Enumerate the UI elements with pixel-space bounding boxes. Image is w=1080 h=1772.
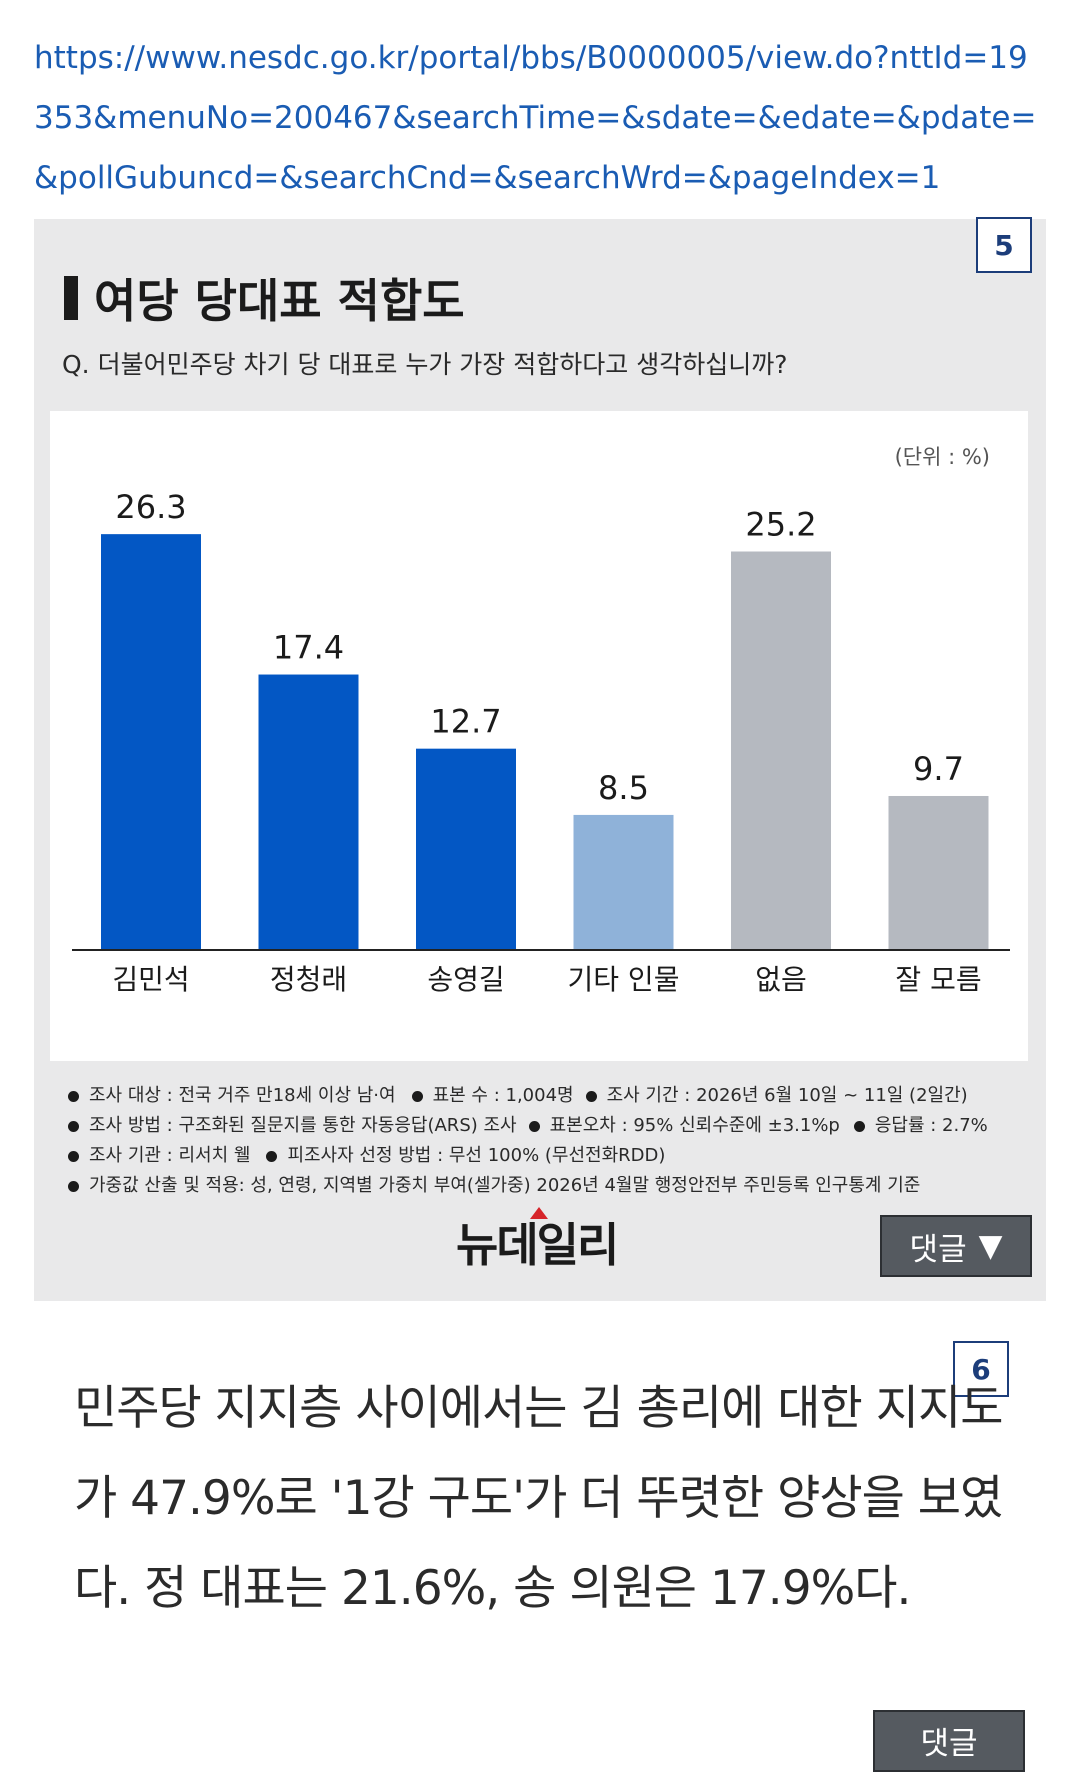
survey-footnotes: 조사 대상 : 전국 거주 만18세 이상 남·여 표본 수 : 1,004명 …	[68, 1081, 1028, 1201]
data-label-5: 9.7	[913, 750, 964, 788]
survey-question: Q. 더불어민주당 차기 당 대표로 누가 가장 적합하다고 생각하십니까?	[62, 350, 788, 379]
bullet-icon	[585, 1090, 597, 1102]
title-bar-mark	[64, 276, 78, 320]
data-label-2: 12.7	[430, 703, 501, 741]
bullet-icon	[266, 1150, 278, 1162]
triangle-down-icon: ▼	[978, 1228, 1003, 1264]
logo-red-mark	[530, 1207, 548, 1219]
bar-3	[573, 814, 674, 949]
bullet-icon	[68, 1090, 79, 1102]
bar-2	[416, 748, 516, 949]
image-number-badge-2: 6	[953, 1341, 1009, 1397]
chart-title-text: 여당 당대표 적합도	[94, 274, 465, 328]
footnote-line-2: 조사 방법 : 구조화된 질문지를 통한 자동응답(ARS) 조사 표본오차 :…	[68, 1111, 1028, 1141]
bullet-icon	[68, 1150, 79, 1162]
category-label-1: 정청래	[270, 963, 347, 996]
data-label-4: 25.2	[745, 505, 816, 543]
bar-0	[101, 534, 201, 949]
bar-5	[888, 795, 989, 949]
data-label-0: 26.3	[115, 488, 186, 526]
category-label-2: 송영길	[427, 963, 504, 996]
newdaily-logo: 뉴데일리	[456, 1207, 619, 1275]
footnote-line-1: 조사 대상 : 전국 거주 만18세 이상 남·여 표본 수 : 1,004명 …	[68, 1081, 1028, 1111]
poll-card: 5 여당 당대표 적합도 Q. 더불어민주당 차기 당 대표로 누가 가장 적합…	[34, 217, 1046, 1301]
unit-label: (단위 : %)	[894, 445, 990, 469]
data-label-3: 8.5	[598, 769, 649, 807]
chart-area: (단위 : %) 26.3 김민석 17.4 정청래 12.7 송영길 8.5 기타 인물 25…	[50, 411, 1028, 1061]
bar-4	[731, 551, 831, 949]
bullet-icon	[411, 1090, 423, 1102]
category-label-4: 없음	[755, 963, 807, 996]
bullet-icon	[853, 1120, 865, 1132]
category-label-5: 잘 모름	[895, 963, 981, 996]
footnote-line-4: 가중값 산출 및 적용: 성, 연령, 지역별 가중치 부여(셀가중) 2026…	[68, 1171, 1028, 1201]
chart-title: 여당 당대표 적합도	[64, 265, 465, 331]
source-url[interactable]: https://www.nesdc.go.kr/portal/bbs/B0000…	[34, 40, 1037, 196]
footnote-line-3: 조사 기관 : 리서치 웰 피조사자 선정 방법 : 무선 100% (무선전화…	[68, 1141, 1028, 1171]
bullet-icon	[68, 1120, 79, 1132]
image-number-badge: 5	[976, 217, 1032, 273]
bullet-icon	[528, 1120, 540, 1132]
bar-1	[258, 674, 359, 949]
category-label-3: 기타 인물	[568, 963, 680, 996]
data-label-1: 17.4	[273, 629, 344, 667]
bar-chart: 26.3 김민석 17.4 정청래 12.7 송영길 8.5 기타 인물 25.2 없음 9.7 잘 …	[72, 488, 1010, 996]
article-paragraph: 민주당 지지층 사이에서는 김 총리에 대한 지지도가 47.9%로 '1강 구…	[74, 1381, 1003, 1616]
comment-button[interactable]: 댓글 ▼	[880, 1215, 1032, 1277]
bullet-icon	[68, 1180, 79, 1192]
comment-button-2[interactable]: 댓글	[873, 1710, 1025, 1772]
category-label-0: 김민석	[112, 963, 189, 996]
